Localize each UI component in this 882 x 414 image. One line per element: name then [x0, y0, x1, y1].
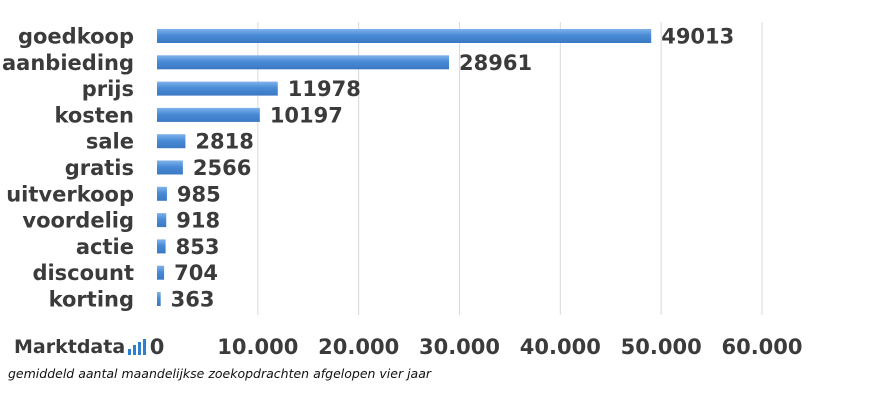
category-label-prijs: prijs	[82, 77, 134, 101]
category-label-gratis: gratis	[65, 156, 134, 180]
x-tick-label: 0	[150, 335, 165, 359]
marktdata-logo: Marktdata	[14, 334, 148, 358]
value-label-discount: 704	[174, 261, 218, 285]
logo-bar	[138, 342, 142, 355]
bar-discount	[157, 265, 165, 280]
category-label-aanbieding: aanbieding	[2, 51, 134, 75]
x-tick-label: 10.000	[217, 335, 298, 359]
value-label-korting: 363	[171, 288, 215, 312]
x-axis-tick-labels: 0 10.000 20.000 30.000 40.000 50.000 60.000	[150, 335, 803, 359]
bar-goedkoop	[157, 29, 652, 43]
category-label-sale: sale	[86, 130, 134, 154]
gridlines	[257, 22, 763, 315]
bar-uitverkoop	[157, 186, 167, 201]
logo-bar	[143, 339, 147, 355]
value-label-actie: 853	[176, 235, 220, 259]
bar-sale	[157, 134, 186, 149]
category-label-uitverkoop: uitverkoop	[6, 182, 134, 206]
value-label-voordelig: 918	[176, 209, 220, 233]
bar-voordelig	[157, 213, 167, 228]
bar-kosten	[157, 107, 260, 122]
logo-bar	[128, 349, 132, 355]
logo-text: Marktdata	[14, 336, 126, 358]
bar-aanbieding	[157, 55, 450, 70]
x-tick-label: 40.000	[520, 335, 601, 359]
chart-caption: gemiddeld aantal maandelijkse zoekopdrac…	[8, 366, 432, 381]
x-tick-label: 20.000	[318, 335, 399, 359]
x-tick-label: 60.000	[721, 335, 802, 359]
category-label-goedkoop: goedkoop	[18, 25, 134, 49]
value-label-sale: 2818	[195, 130, 253, 154]
logo-bar	[133, 345, 137, 355]
value-label-uitverkoop: 985	[177, 182, 221, 206]
category-label-voordelig: voordelig	[22, 209, 134, 233]
x-tick-label: 30.000	[419, 335, 500, 359]
category-label-discount: discount	[32, 261, 134, 285]
bars	[157, 29, 652, 306]
category-label-actie: actie	[76, 235, 134, 259]
value-label-aanbieding: 28961	[459, 51, 532, 75]
value-label-gratis: 2566	[193, 156, 251, 180]
category-label-kosten: kosten	[54, 103, 134, 127]
bar-korting	[157, 292, 161, 306]
logo-bars-icon	[128, 339, 148, 355]
bar-gratis	[157, 160, 183, 175]
value-label-goedkoop: 49013	[661, 25, 734, 49]
value-label-prijs: 11978	[288, 77, 361, 101]
category-label-korting: korting	[49, 288, 134, 312]
bar-prijs	[157, 81, 278, 96]
value-label-kosten: 10197	[270, 103, 343, 127]
x-tick-label: 50.000	[621, 335, 702, 359]
bar-actie	[157, 239, 166, 254]
